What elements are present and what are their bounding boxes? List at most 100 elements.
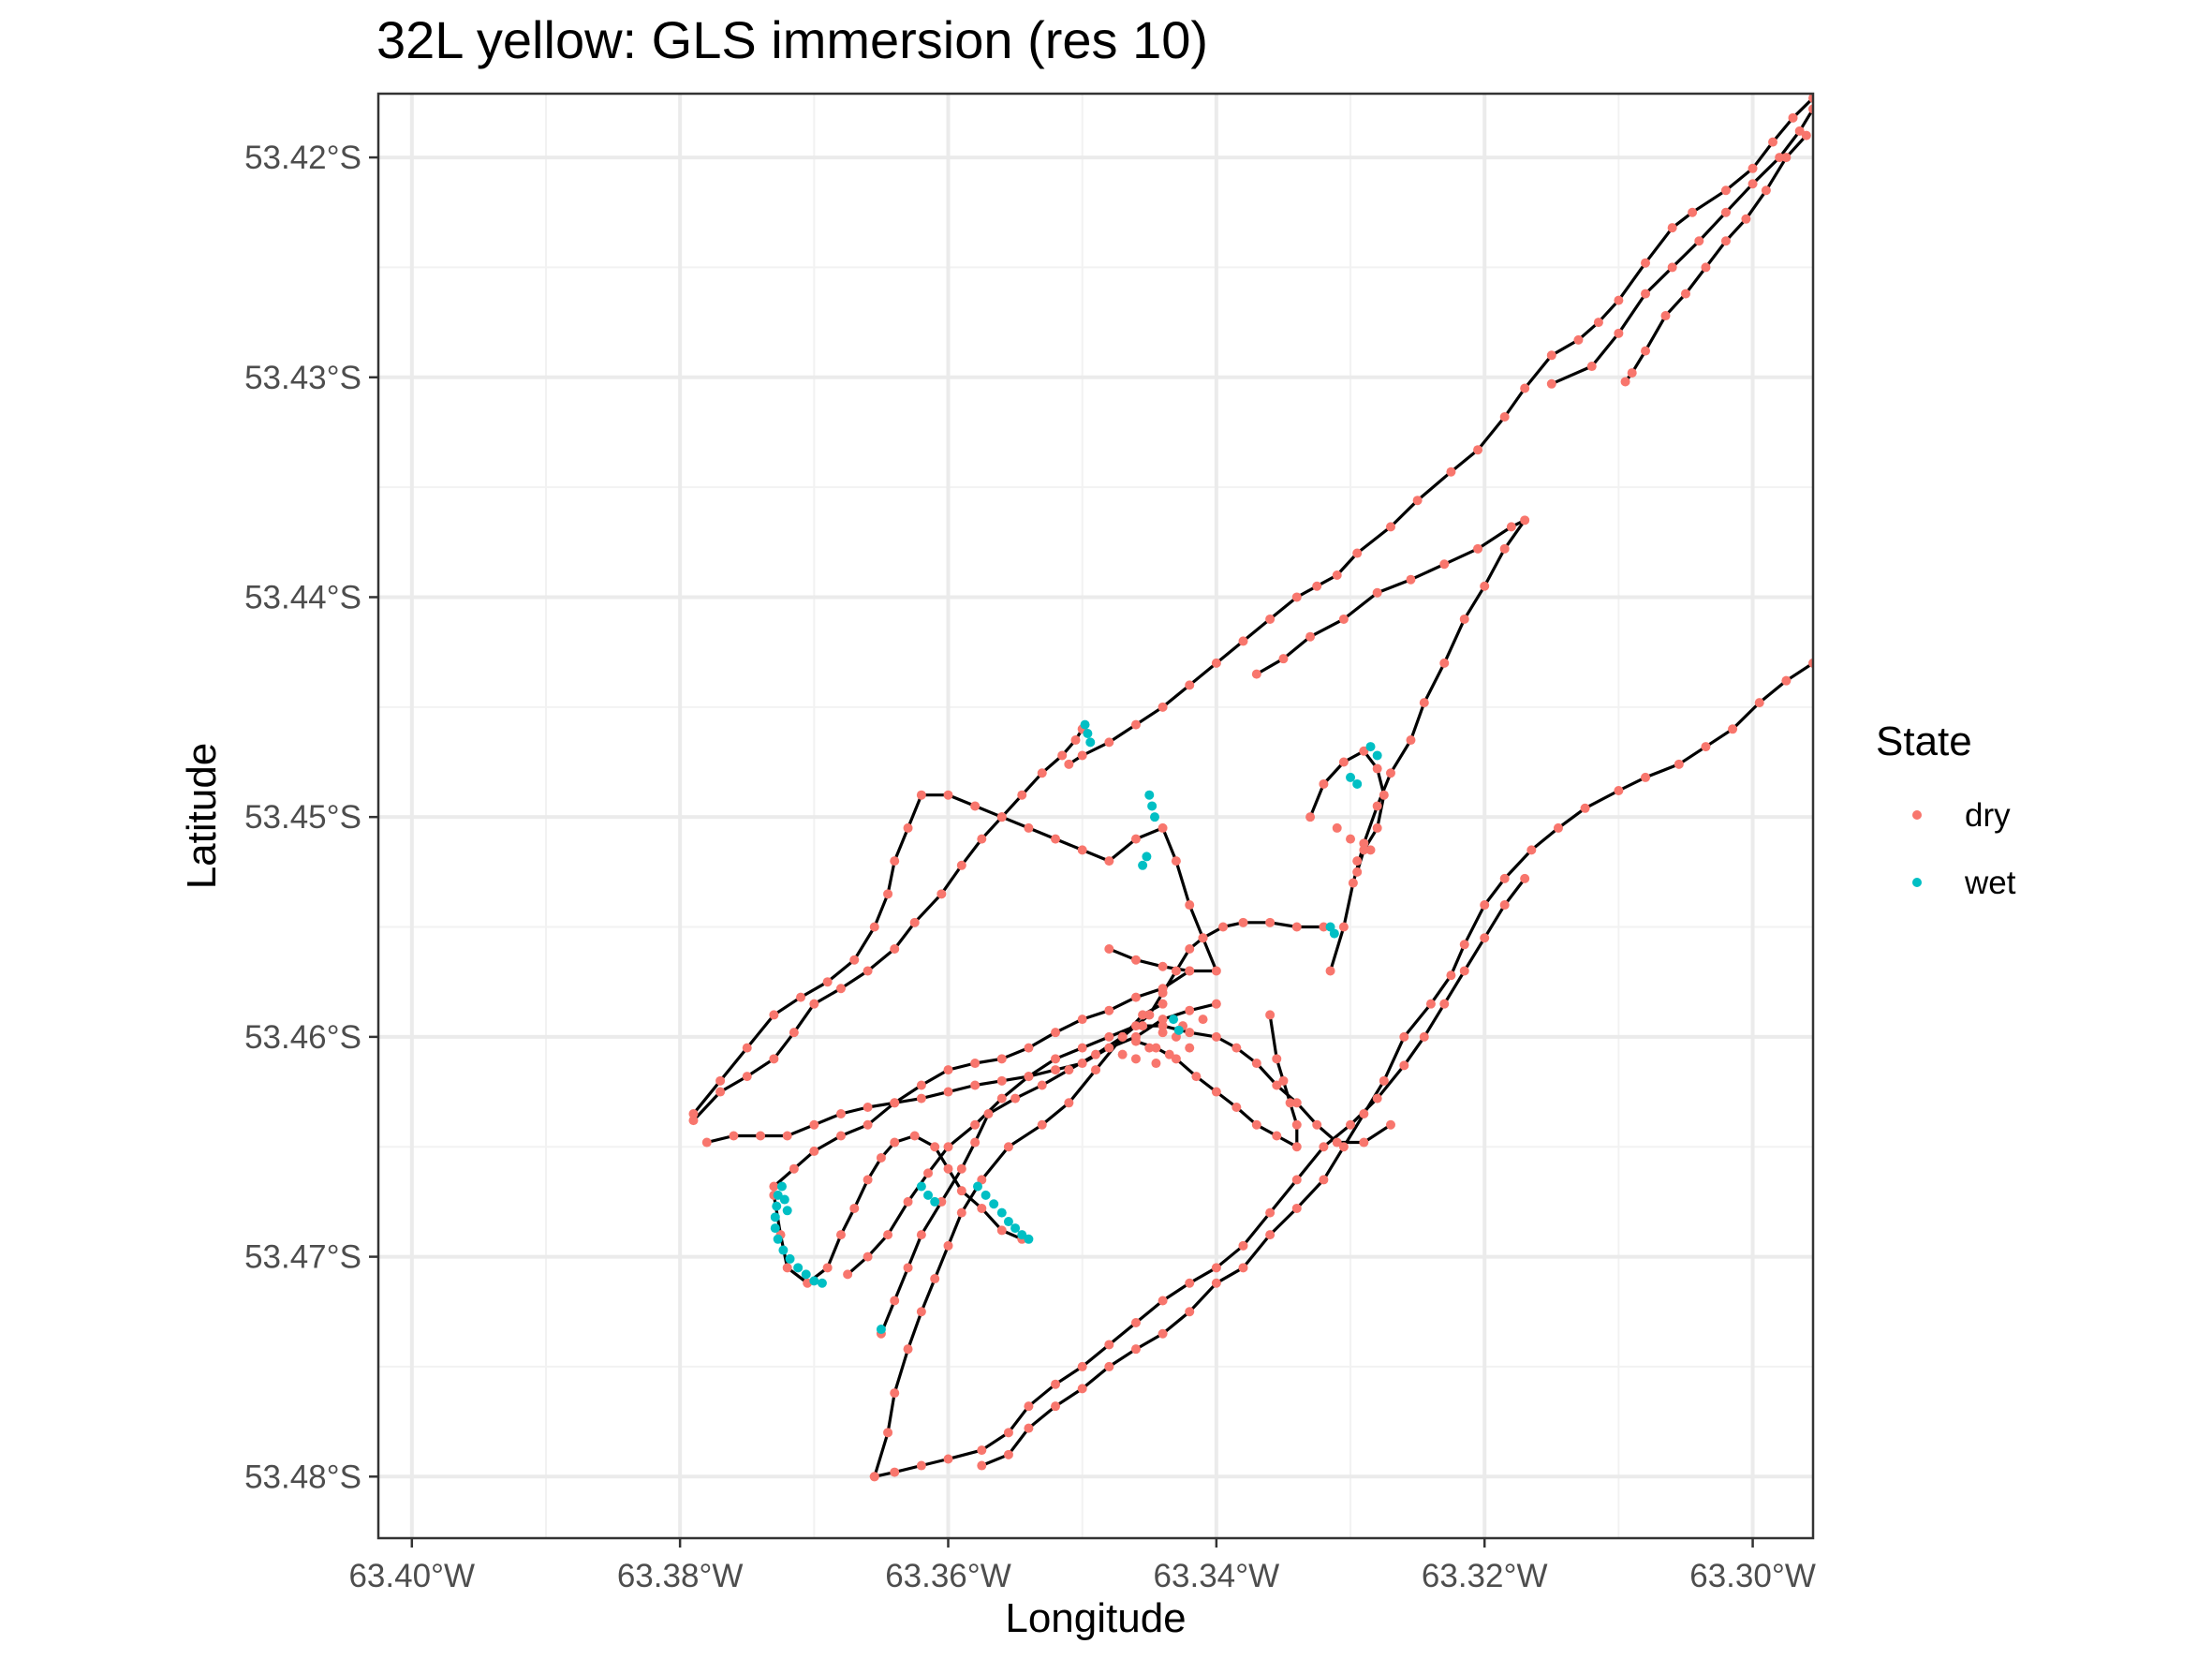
dry-point: [1439, 559, 1450, 570]
track-line: [873, 1002, 1164, 1477]
dry-point: [890, 1467, 900, 1477]
dry-point: [890, 1388, 900, 1399]
dry-point: [1158, 1028, 1168, 1038]
dry-point: [890, 943, 900, 954]
dry-point: [1291, 1098, 1302, 1108]
dry-point: [943, 790, 953, 800]
wet-point: [801, 1269, 811, 1280]
wet-point: [785, 1253, 795, 1264]
dry-point: [1251, 1059, 1261, 1069]
wet-point: [809, 1276, 819, 1286]
track-line: [1256, 518, 1526, 971]
dry-point: [1024, 1072, 1034, 1082]
dry-point: [1680, 289, 1690, 299]
dry-point: [1185, 1307, 1195, 1317]
wet-point: [1169, 1015, 1179, 1025]
dry-point: [1580, 803, 1590, 813]
dry-point: [1319, 1175, 1329, 1185]
dry-point: [1211, 1263, 1221, 1273]
dry-point: [1051, 1054, 1061, 1064]
wet-point: [1329, 928, 1339, 939]
dry-point: [1291, 1119, 1302, 1130]
dry-point: [1372, 1093, 1382, 1104]
x-axis-title: Longitude: [1005, 1595, 1186, 1641]
dry-point: [843, 1269, 853, 1280]
dry-point: [701, 1137, 712, 1148]
dry-point: [1064, 1098, 1074, 1108]
dry-point: [1573, 334, 1584, 345]
wet-point: [923, 1190, 934, 1200]
dry-point: [1379, 790, 1389, 800]
dry-point: [1614, 328, 1624, 338]
dry-point: [1198, 1015, 1208, 1025]
wet-point: [1085, 737, 1096, 748]
dry-point: [1144, 1043, 1155, 1053]
dry-point: [1305, 631, 1316, 642]
dry-point: [1130, 955, 1141, 965]
dry-point: [1003, 1142, 1013, 1152]
dry-point: [1291, 592, 1302, 602]
dry-point: [1385, 1119, 1395, 1130]
dry-point: [1720, 207, 1731, 217]
dry-point: [1138, 1021, 1148, 1031]
dry-point: [1627, 368, 1637, 378]
y-tick-label: 53.43°S: [244, 360, 361, 396]
dry-point: [1077, 1015, 1087, 1025]
dry-point: [1499, 543, 1510, 554]
dry-point: [1158, 702, 1168, 712]
dry-point: [903, 1196, 913, 1207]
dry-point: [1338, 922, 1349, 932]
dry-point: [1130, 1036, 1141, 1046]
dry-point: [822, 1263, 833, 1273]
dry-point: [1768, 137, 1778, 147]
dry-point: [1754, 698, 1764, 708]
dry-point: [1037, 1119, 1047, 1130]
wet-point: [778, 1245, 789, 1255]
x-tick-label: 63.32°W: [1422, 1558, 1548, 1594]
y-axis: 53.42°S 53.43°S 53.44°S 53.45°S 53.46°S 53.47…: [244, 140, 378, 1495]
wet-point: [1024, 1234, 1034, 1244]
dry-point: [1091, 1049, 1100, 1059]
dry-point: [1728, 724, 1738, 734]
wet-point: [772, 1201, 782, 1211]
dry-point: [835, 1131, 846, 1141]
dry-point: [1130, 1317, 1141, 1327]
dry-point: [1325, 966, 1335, 976]
dry-point: [883, 889, 893, 899]
y-tick-label: 53.45°S: [244, 799, 361, 836]
dry-point: [1291, 1203, 1302, 1213]
dry-point: [1091, 1065, 1100, 1075]
dry-point: [1352, 867, 1363, 877]
dry-point: [1278, 1075, 1289, 1086]
dry-point: [1794, 126, 1805, 136]
dry-point: [1251, 669, 1261, 679]
dry-point: [1077, 845, 1087, 855]
wet-point: [793, 1263, 804, 1273]
dry-point: [1238, 636, 1248, 646]
dry-point: [1352, 548, 1363, 558]
dry-point: [1332, 1137, 1342, 1148]
dry-point: [1593, 318, 1603, 328]
dry-point: [1319, 1142, 1329, 1152]
dry-point: [1265, 1207, 1276, 1218]
dry-point: [1104, 1361, 1114, 1371]
dry-point: [1352, 856, 1363, 867]
dry-point: [1480, 933, 1490, 943]
dry-point: [1641, 346, 1651, 356]
dry-point: [930, 1142, 940, 1152]
dry-point: [1130, 992, 1141, 1002]
dry-point: [782, 1131, 792, 1141]
dry-point: [1291, 1142, 1302, 1152]
dry-point: [916, 1230, 926, 1240]
dry-point: [1158, 987, 1168, 998]
dry-point: [996, 812, 1007, 822]
wet-point: [1003, 1217, 1013, 1227]
track-line: [847, 1024, 1392, 1276]
dry-point: [1312, 1119, 1322, 1130]
dry-point: [1130, 1054, 1141, 1064]
dry-point: [1332, 822, 1342, 833]
dry-point: [1171, 1054, 1181, 1064]
dry-point: [1399, 1031, 1409, 1042]
dry-point: [1185, 680, 1195, 690]
dry-point: [1231, 1043, 1242, 1053]
